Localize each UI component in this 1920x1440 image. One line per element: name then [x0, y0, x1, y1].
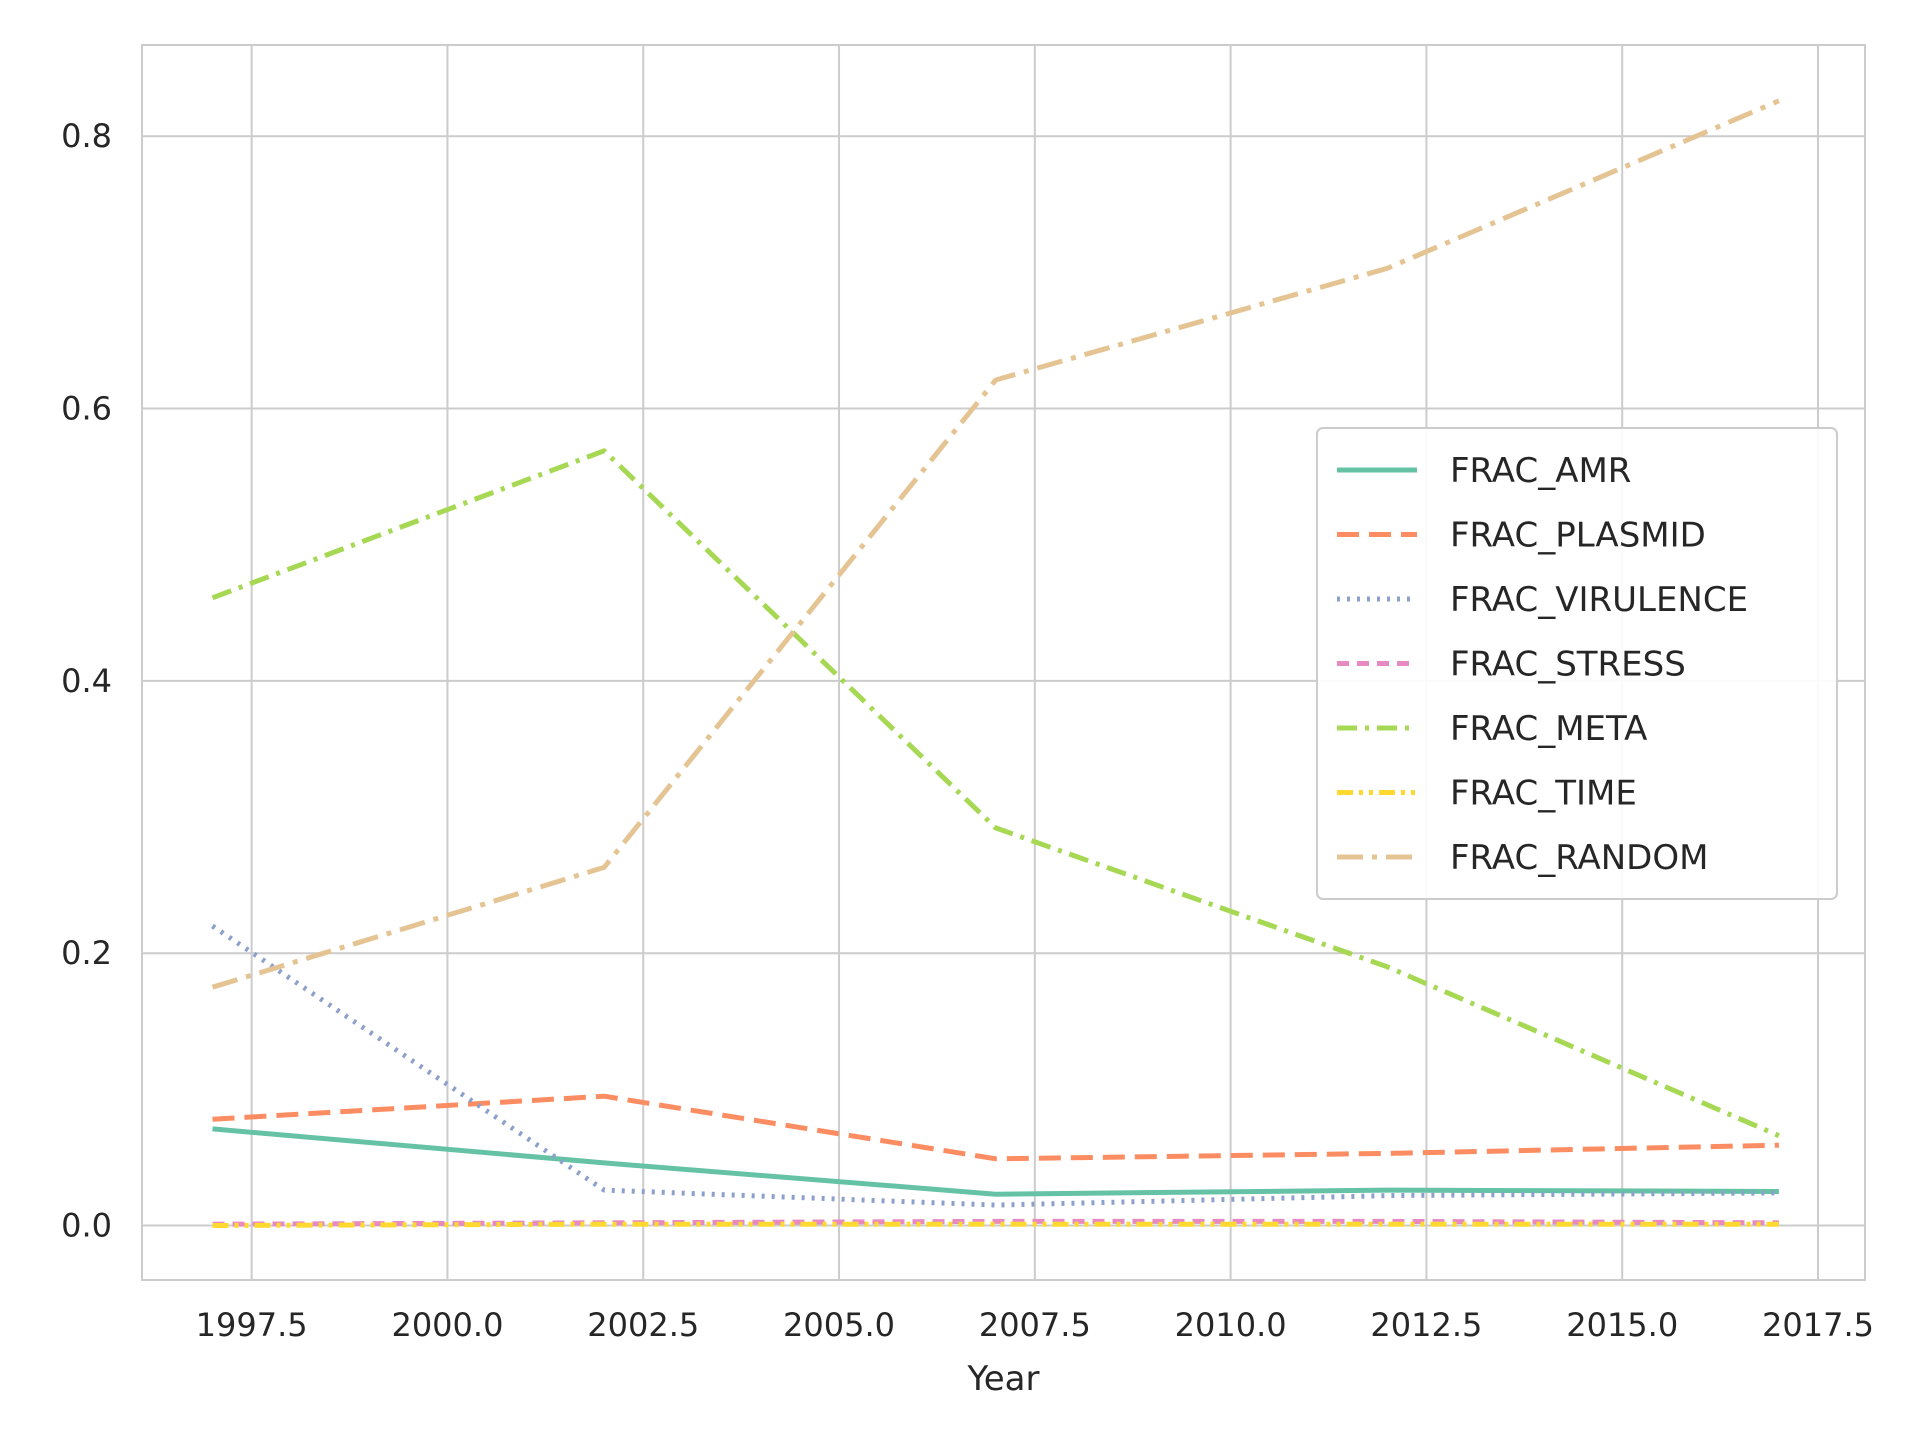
- y-tick-labels: 0.0 0.2 0.4 0.6 0.8: [61, 117, 112, 1244]
- y-tick-label: 0.0: [61, 1207, 112, 1245]
- legend-label: FRAC_VIRULENCE: [1450, 580, 1748, 620]
- x-tick-label: 2017.5: [1762, 1306, 1874, 1344]
- x-tick-label: 2007.5: [979, 1306, 1091, 1344]
- x-axis-label: Year: [967, 1359, 1040, 1399]
- legend-label: FRAC_AMR: [1450, 451, 1631, 491]
- x-tick-label: 2000.0: [391, 1306, 503, 1344]
- legend-box: [1316, 427, 1838, 900]
- series-line-frac-amr: [212, 1126, 1779, 1197]
- legend-label: FRAC_META: [1450, 709, 1647, 749]
- legend-label: FRAC_STRESS: [1450, 645, 1686, 685]
- x-tick-label: 2015.0: [1566, 1306, 1678, 1344]
- y-tick-label: 0.2: [61, 934, 112, 972]
- x-tick-label: 1997.5: [196, 1306, 308, 1344]
- series-line-frac-time: [212, 1221, 1779, 1228]
- y-tick-label: 0.6: [61, 390, 112, 428]
- legend-label: FRAC_PLASMID: [1450, 516, 1706, 556]
- plot-area-frame: [141, 44, 1866, 1281]
- legend-label: FRAC_TIME: [1450, 774, 1637, 814]
- y-tick-label: 0.8: [61, 117, 112, 155]
- x-tick-label: 2005.0: [783, 1306, 895, 1344]
- legend-label: FRAC_RANDOM: [1450, 838, 1708, 878]
- x-tick-label: 2012.5: [1370, 1306, 1482, 1344]
- y-tick-label: 0.4: [61, 662, 112, 700]
- x-tick-label: 2010.0: [1175, 1306, 1287, 1344]
- series-line-frac-plasmid: [212, 1093, 1779, 1162]
- x-tick-label: 2002.5: [587, 1306, 699, 1344]
- x-tick-labels: 1997.5 2000.0 2002.5 2005.0 2007.5 2010.0 2012…: [196, 1306, 1874, 1344]
- legend: FRAC_AMR FRAC_PLASMID FRAC_VIRULENCE FRAC_S…: [1316, 427, 1838, 900]
- series-lines: [211, 98, 1780, 1228]
- series-line-frac-random: [211, 98, 1780, 990]
- series-line-frac-meta: [211, 448, 1780, 1138]
